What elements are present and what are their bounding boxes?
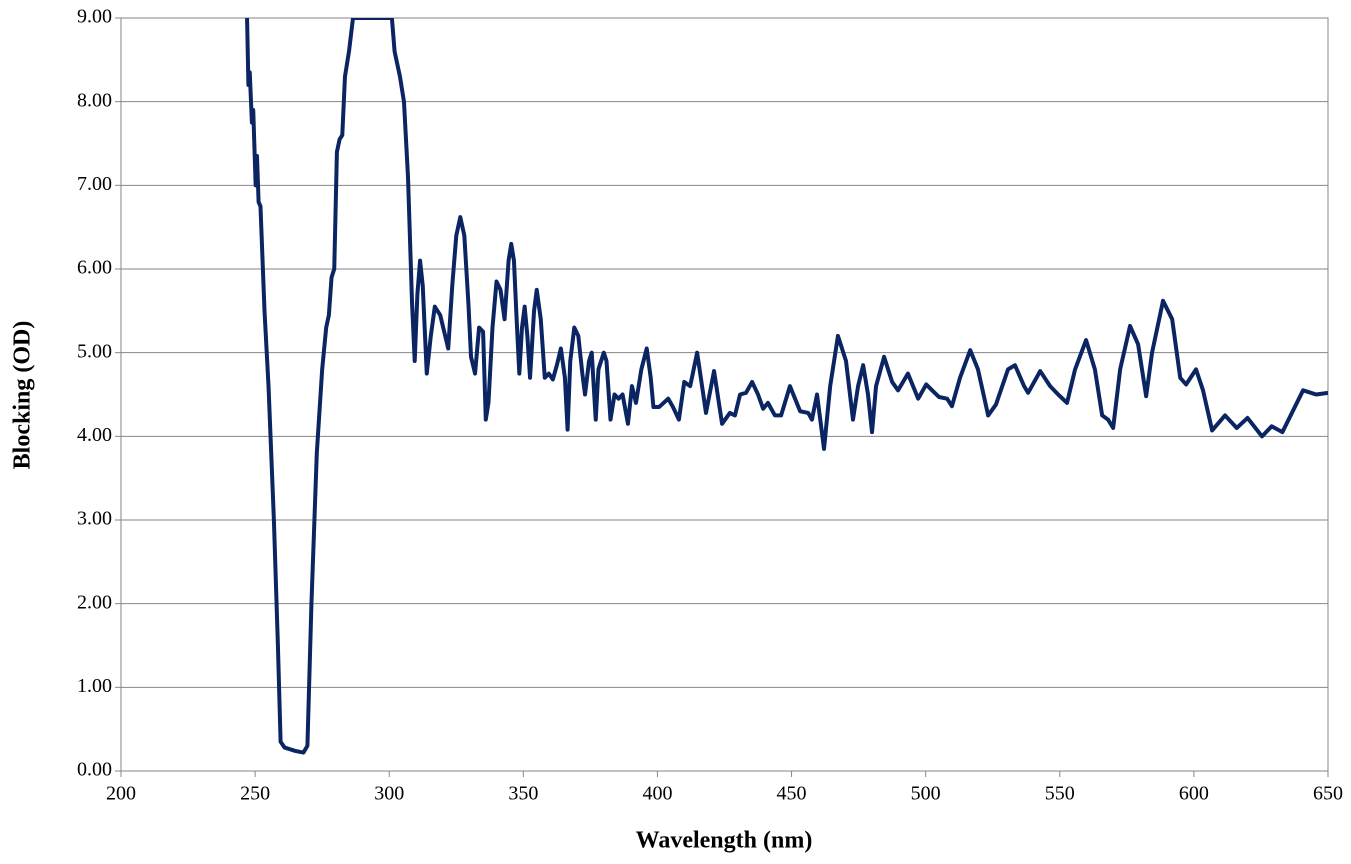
x-axis-title: Wavelength (nm)	[636, 828, 813, 854]
y-tick-label: 0.00	[77, 759, 112, 781]
data-line	[245, 18, 1328, 755]
y-tick-label: 7.00	[77, 173, 112, 195]
x-tick-label: 200	[106, 783, 136, 805]
y-tick-label: 8.00	[77, 89, 112, 111]
x-tick-label: 650	[1313, 783, 1343, 805]
x-tick-label: 550	[1045, 783, 1075, 805]
x-tick-label: 600	[1179, 783, 1209, 805]
y-tick-label: 9.00	[77, 6, 112, 28]
x-tick-label: 400	[642, 783, 672, 805]
x-tick-label: 450	[777, 783, 807, 805]
x-tick-label: 300	[374, 783, 404, 805]
x-tick-label: 350	[508, 783, 538, 805]
y-tick-label: 4.00	[77, 424, 112, 446]
x-tick-label: 500	[911, 783, 941, 805]
y-axis-title: Blocking (OD)	[10, 321, 36, 470]
y-tick-label: 1.00	[77, 675, 112, 697]
y-tick-label: 2.00	[77, 591, 112, 613]
y-tick-label: 6.00	[77, 257, 112, 279]
y-tick-label: 3.00	[77, 508, 112, 530]
y-tick-label: 5.00	[77, 340, 112, 362]
x-tick-label: 250	[240, 783, 270, 805]
